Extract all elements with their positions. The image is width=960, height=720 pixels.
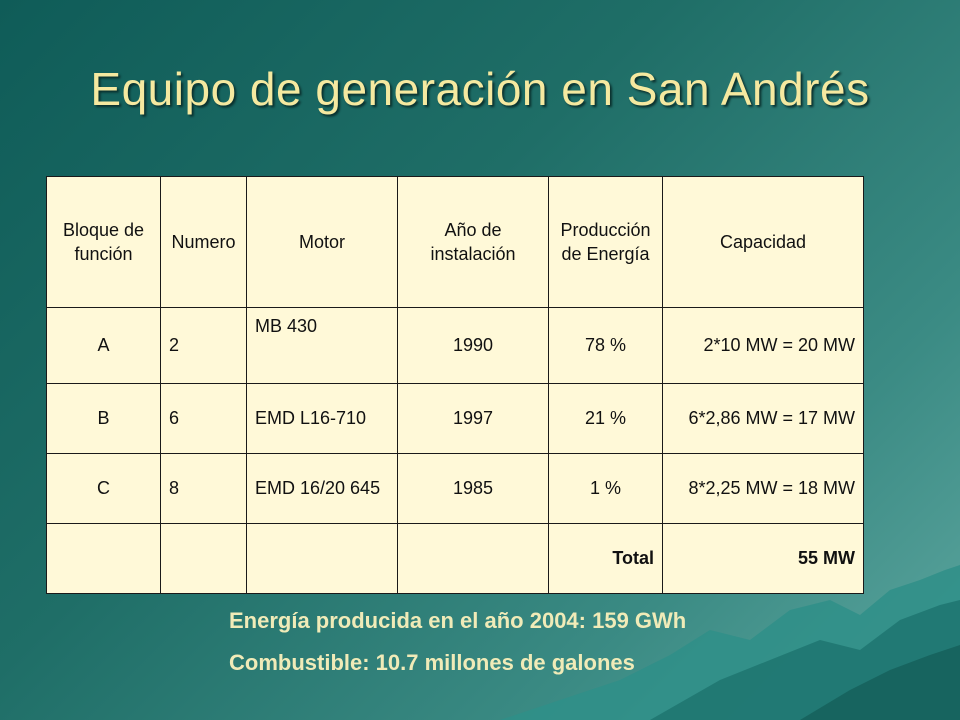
numero-cell: 2: [160, 306, 247, 384]
table-row: B 6 EMD L16-710 1997 21 % 6*2,86 MW = 17…: [46, 382, 864, 454]
fuel-note: Combustible: 10.7 millones de galones: [229, 650, 635, 675]
notes-block: Energía producida en el año 2004: 159 GW…: [229, 607, 686, 691]
header-cell: Capacidad: [662, 176, 864, 308]
capacidad-cell: 6*2,86 MW = 17 MW: [662, 382, 864, 454]
bloque-cell: C: [46, 452, 161, 524]
capacidad-cell: 2*10 MW = 20 MW: [662, 306, 864, 384]
header-cell: Numero: [160, 176, 247, 308]
produccion-cell: 1 %: [548, 452, 663, 524]
empty-cell: [46, 522, 161, 595]
table-header-row: Bloque de función Numero Motor Año de in…: [46, 176, 864, 308]
produccion-cell: 78 %: [548, 306, 663, 384]
bloque-cell: B: [46, 382, 161, 454]
bloque-cell: A: [46, 306, 161, 384]
table-row: A 2 MB 430 1990 78 % 2*10 MW = 20 MW: [46, 306, 864, 384]
header-cell: Bloque de función: [46, 176, 161, 308]
total-label: Total: [548, 522, 663, 595]
mountain-decoration: [500, 565, 960, 720]
anio-cell: 1985: [397, 452, 549, 524]
empty-cell: [160, 522, 247, 595]
table-row: C 8 EMD 16/20 645 1985 1 % 8*2,25 MW = 1…: [46, 452, 864, 524]
motor-cell: EMD L16-710: [246, 382, 398, 454]
header-cell: Año de instalación: [397, 176, 549, 308]
energy-note: Energía producida en el año 2004: 159 GW…: [229, 608, 687, 633]
total-value: 55 MW: [662, 522, 864, 595]
capacidad-cell: 8*2,25 MW = 18 MW: [662, 452, 864, 524]
generation-table: Bloque de función Numero Motor Año de in…: [46, 176, 864, 595]
table-total-row: Total 55 MW: [46, 522, 864, 595]
header-cell: Producción de Energía: [548, 176, 663, 308]
empty-cell: [397, 522, 549, 595]
anio-cell: 1997: [397, 382, 549, 454]
numero-cell: 8: [160, 452, 247, 524]
motor-cell: MB 430: [246, 306, 398, 384]
empty-cell: [246, 522, 398, 595]
produccion-cell: 21 %: [548, 382, 663, 454]
motor-cell: EMD 16/20 645: [246, 452, 398, 524]
header-cell: Motor: [246, 176, 398, 308]
page-title: Equipo de generación en San Andrés: [90, 63, 870, 115]
numero-cell: 6: [160, 382, 247, 454]
anio-cell: 1990: [397, 306, 549, 384]
